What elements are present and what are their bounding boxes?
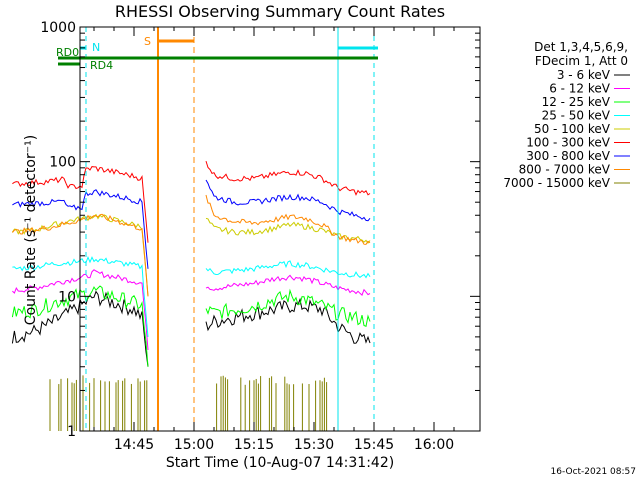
plot-frame xyxy=(79,26,481,432)
saa-flag-bars xyxy=(49,375,148,431)
x-axis: 14:45 15:00 15:15 15:30 15:45 16:00 xyxy=(93,27,455,453)
y-tick-label: 10 xyxy=(58,289,76,305)
legend-label: 3 - 6 keV xyxy=(557,68,611,82)
y-axis-title: Count Rate (s⁻¹ detector⁻¹) xyxy=(23,135,39,325)
series-line-1 xyxy=(12,269,371,350)
plot-area: N RD0 RD4 S xyxy=(11,27,378,431)
x-tick-label: 15:45 xyxy=(354,437,394,453)
chart-title: RHESSI Observing Summary Count Rates xyxy=(115,2,445,21)
y-tick-label: 1 xyxy=(67,424,76,440)
legend-label: 12 - 25 keV xyxy=(542,95,611,109)
legend-label: 800 - 7000 keV xyxy=(519,163,611,177)
rd0-label: RD0 xyxy=(56,46,79,59)
rd4-label: RD4 xyxy=(90,59,113,72)
series-line-4 xyxy=(11,213,371,297)
legend-label: 300 - 800 keV xyxy=(526,149,610,163)
series-line-5 xyxy=(12,160,371,243)
x-tick-label: 15:30 xyxy=(294,437,334,453)
x-tick-label: 16:00 xyxy=(414,437,454,453)
y-tick-label: 1000 xyxy=(40,20,76,36)
s-label: S xyxy=(144,35,151,48)
x-tick-label: 14:45 xyxy=(114,437,154,453)
legend-label: 6 - 12 keV xyxy=(549,82,611,96)
x-axis-title: Start Time (10-Aug-07 14:31:42) xyxy=(166,455,394,471)
saa-flag-bars xyxy=(216,375,328,431)
legend-label: 25 - 50 keV xyxy=(542,109,611,123)
legend-label: 100 - 300 keV xyxy=(526,136,610,150)
footer-timestamp: 16-Oct-2021 08:57 xyxy=(551,467,636,477)
y-tick-label: 100 xyxy=(49,155,76,171)
y-axis: 1 10 100 1000 xyxy=(40,20,480,440)
legend-label: 50 - 100 keV xyxy=(534,122,611,136)
night-label: N xyxy=(92,41,100,54)
x-tick-label: 15:15 xyxy=(234,437,274,453)
legend-header-line1: Det 1,3,4,5,6,9, xyxy=(534,40,628,54)
legend-header-line2: FDecim 1, Att 0 xyxy=(535,54,628,68)
x-tick-label: 15:00 xyxy=(174,437,214,453)
legend-label: 7000 - 15000 keV xyxy=(503,176,610,190)
